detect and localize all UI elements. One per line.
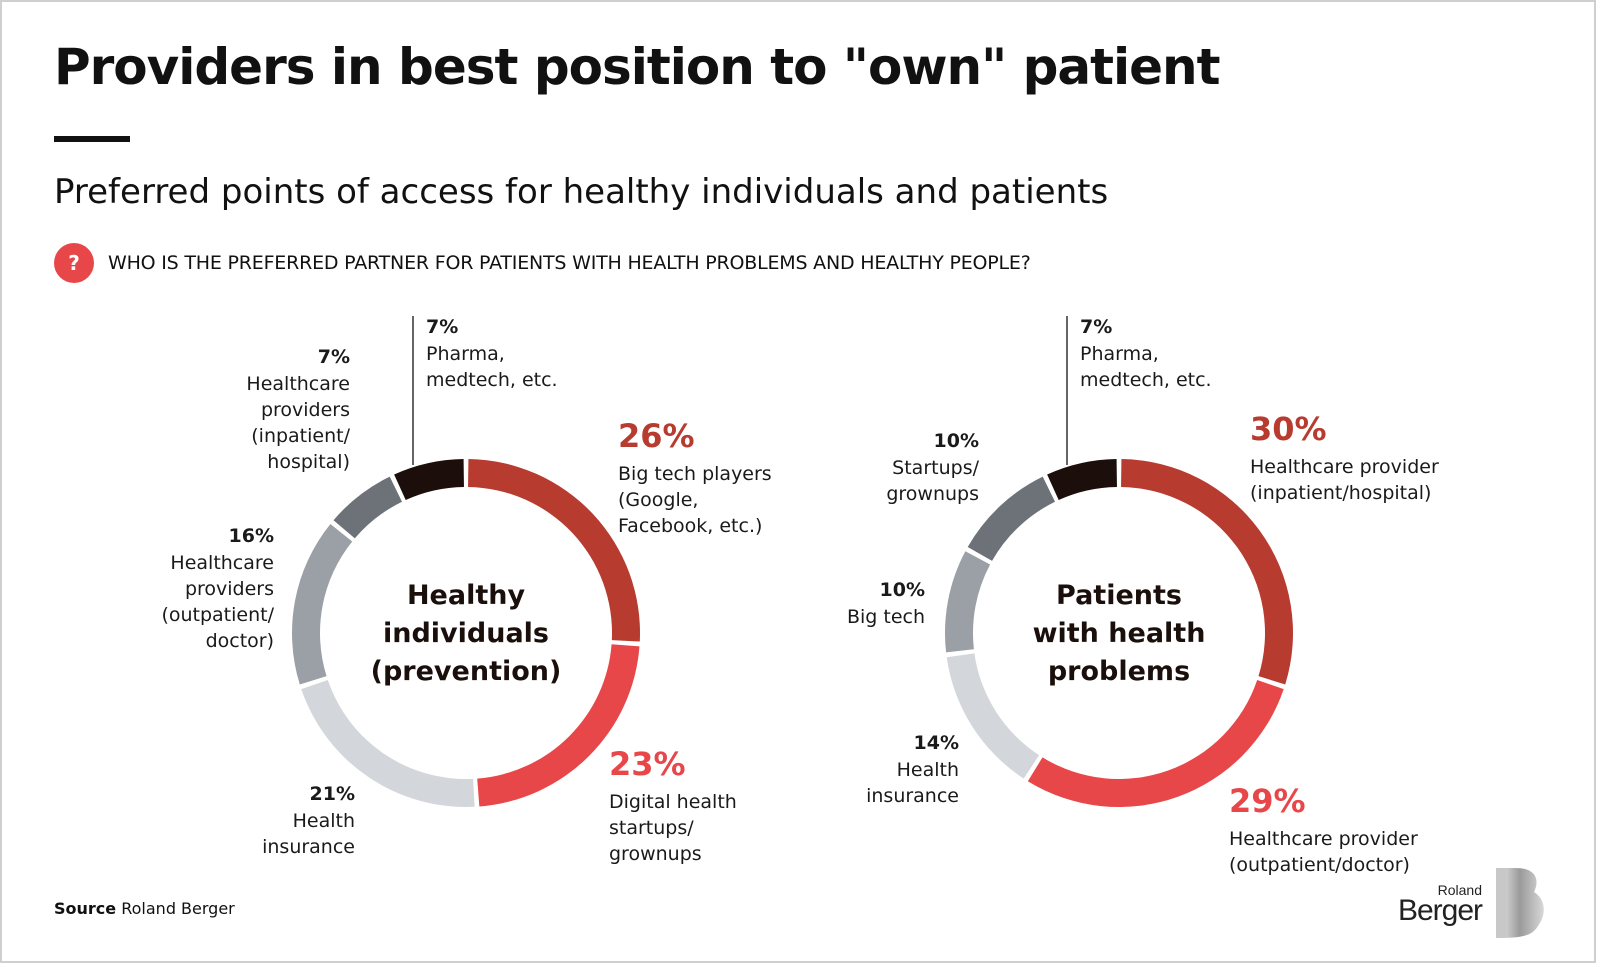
slice-label-1-2-line-3: grownups bbox=[609, 843, 702, 865]
slice-label-1-4-line-3: (outpatient/ bbox=[161, 604, 274, 626]
survey-question: WHO IS THE PREFERRED PARTNER FOR PATIENT… bbox=[108, 252, 1031, 274]
donut-slice-1-4 bbox=[291, 523, 353, 685]
donut-slice-2-5 bbox=[967, 476, 1055, 561]
slice-label-1-5-line-1: Healthcare bbox=[246, 373, 350, 395]
slice-label-2-2-line-1: Healthcare provider bbox=[1229, 828, 1418, 850]
slice-label-2-3-line-1: Health bbox=[897, 759, 959, 781]
slice-label-2-6-line-2: medtech, etc. bbox=[1080, 369, 1212, 391]
donut-slice-1-5 bbox=[333, 476, 402, 539]
slice-label-1-1-line-2: (Google, bbox=[618, 489, 698, 511]
donut-slice-1-2 bbox=[477, 644, 640, 807]
slice-label-1-4-line-2: providers bbox=[185, 578, 274, 600]
slice-pct-1-1: 26% bbox=[618, 417, 695, 455]
slice-label-1-6-line-1: Pharma, bbox=[426, 343, 505, 365]
title-underline bbox=[54, 136, 130, 142]
slice-pct-2-4: 10% bbox=[880, 579, 925, 601]
logo-text-roland: Roland bbox=[1437, 882, 1482, 898]
donut-slice-1-1 bbox=[468, 459, 640, 642]
slice-pct-1-3: 21% bbox=[310, 783, 355, 805]
slice-label-1-3-line-2: insurance bbox=[262, 836, 355, 858]
donut-slice-2-4 bbox=[944, 551, 991, 653]
slice-label-1-5-line-4: hospital) bbox=[267, 451, 350, 473]
donut-center-label-2-line-2: with health bbox=[1033, 618, 1206, 649]
source-text: Roland Berger bbox=[121, 899, 235, 918]
donut-slice-2-1 bbox=[1121, 459, 1294, 685]
slice-label-1-3-line-1: Health bbox=[293, 810, 355, 832]
donut-slice-2-2 bbox=[1027, 680, 1284, 807]
slice-label-1-1-line-1: Big tech players bbox=[618, 463, 772, 485]
slice-label-1-4-line-4: doctor) bbox=[206, 630, 274, 652]
slice-label-1-5-line-3: (inpatient/ bbox=[251, 425, 350, 447]
slice-label-1-2-line-1: Digital health bbox=[609, 791, 737, 813]
roland-berger-logo: Roland Berger bbox=[1390, 866, 1550, 940]
slice-label-2-1-line-1: Healthcare provider bbox=[1250, 456, 1439, 478]
slice-label-1-5-line-2: providers bbox=[261, 399, 350, 421]
donut-slice-1-3 bbox=[301, 680, 475, 807]
slice-pct-2-1: 30% bbox=[1250, 410, 1327, 448]
page-subtitle: Preferred points of access for healthy i… bbox=[54, 172, 1109, 212]
donut-center-label-1-line-2: individuals bbox=[383, 618, 549, 649]
donut-center-label-2-line-3: problems bbox=[1048, 656, 1190, 687]
slice-label-1-2-line-2: startups/ bbox=[609, 817, 694, 839]
slice-label-2-3-line-2: insurance bbox=[866, 785, 959, 807]
slice-label-2-5-line-1: Startups/ bbox=[892, 457, 979, 479]
donut-center-label-1-line-3: (prevention) bbox=[371, 656, 562, 687]
source-note: Source Roland Berger bbox=[54, 899, 235, 918]
slice-label-1-4-line-1: Healthcare bbox=[170, 552, 274, 574]
question-icon: ? bbox=[54, 243, 94, 283]
slice-label-2-5-line-2: grownups bbox=[886, 483, 979, 505]
slice-label-1-1-line-3: Facebook, etc.) bbox=[618, 515, 762, 537]
slice-label-2-2-line-2: (outpatient/doctor) bbox=[1229, 854, 1410, 876]
source-label: Source bbox=[54, 899, 117, 918]
slice-pct-2-5: 10% bbox=[934, 430, 979, 452]
donut-center-label-2-line-1: Patients bbox=[1056, 580, 1182, 611]
slice-label-2-1-line-2: (inpatient/hospital) bbox=[1250, 482, 1431, 504]
slice-pct-2-3: 14% bbox=[914, 732, 959, 754]
slice-pct-1-2: 23% bbox=[609, 745, 686, 783]
slice-pct-2-6: 7% bbox=[1080, 316, 1112, 338]
donut-slice-2-3 bbox=[946, 653, 1040, 779]
donut-center-label-1-line-1: Healthy bbox=[407, 580, 526, 611]
slice-pct-1-6: 7% bbox=[426, 316, 458, 338]
slice-pct-1-4: 16% bbox=[229, 525, 274, 547]
donut-slice-2-6 bbox=[1047, 459, 1117, 501]
logo-b-mark-icon bbox=[1496, 868, 1544, 938]
slice-label-2-4-line-1: Big tech bbox=[847, 606, 925, 628]
slice-label-2-6-line-1: Pharma, bbox=[1080, 343, 1159, 365]
slice-pct-2-2: 29% bbox=[1229, 782, 1306, 820]
slice-label-1-6-line-2: medtech, etc. bbox=[426, 369, 558, 391]
logo-text-berger: Berger bbox=[1397, 894, 1483, 927]
donut-slice-1-6 bbox=[394, 459, 464, 501]
slice-pct-1-5: 7% bbox=[318, 346, 350, 368]
page-title: Providers in best position to "own" pati… bbox=[54, 38, 1221, 96]
